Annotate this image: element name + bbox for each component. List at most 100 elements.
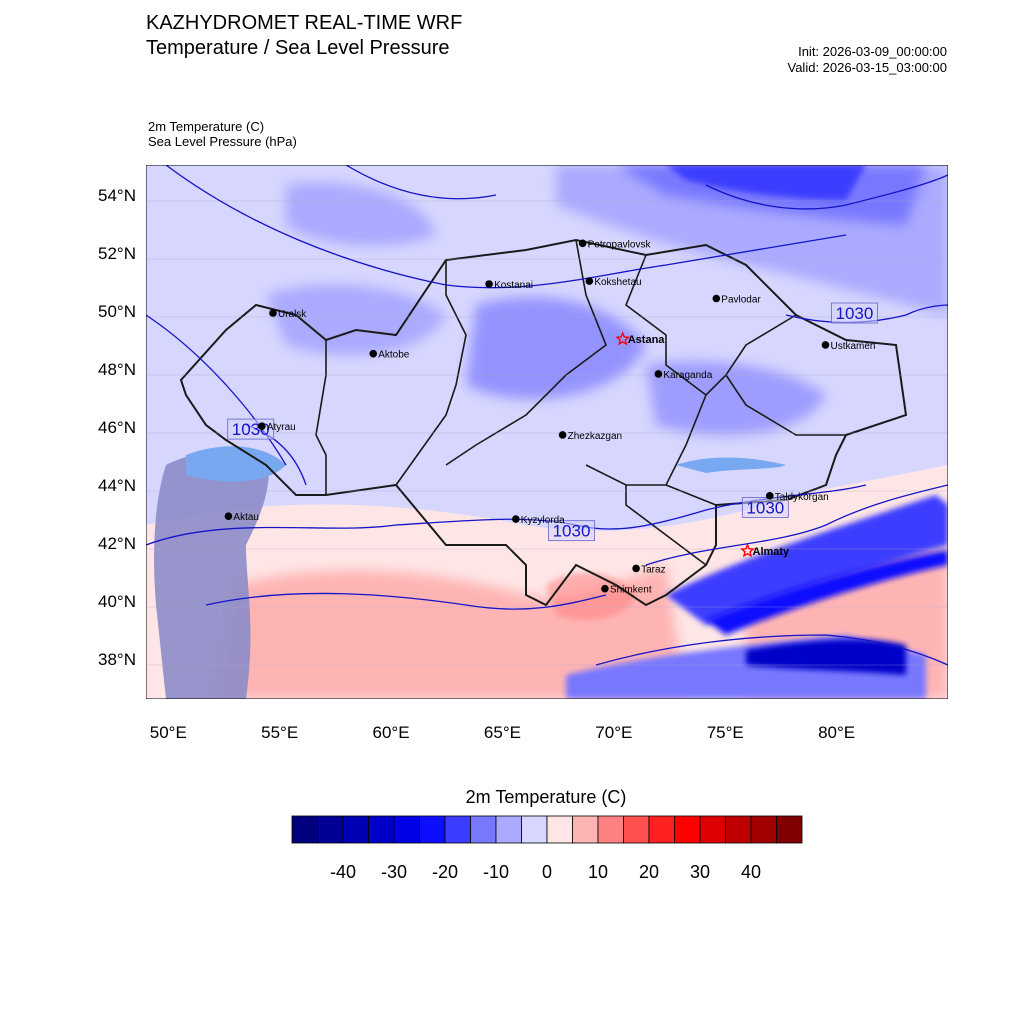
city-label: Astana: [628, 334, 666, 346]
city-dot-marker: [578, 239, 587, 248]
lat-tick-label: 44°N: [98, 476, 136, 496]
colorbar-swatch: [317, 815, 344, 844]
colorbar-swatch: [623, 815, 650, 844]
colorbar-tick-label: -10: [482, 862, 509, 882]
city-dot-marker: [512, 515, 520, 523]
map-plot: 1030 1030 1030 1030 Petropavlovsk Kostanai Ko…: [146, 165, 948, 699]
colorbar-swatch: [776, 815, 803, 844]
lon-tick-label: 55°E: [261, 723, 299, 742]
city-label: Atyrau: [267, 422, 296, 433]
colorbar-swatch: [291, 815, 318, 844]
city-label: Almaty: [753, 546, 791, 558]
cold-patch-east: [646, 361, 826, 435]
city-label: Kyzylorda: [521, 515, 565, 526]
isobar-label: 1030: [746, 498, 784, 517]
city-dot-marker: [585, 277, 594, 285]
colorbar-swatch: [393, 815, 420, 844]
colorbar-swatch: [342, 815, 369, 844]
city-label: Aktau: [233, 512, 259, 523]
colorbar-swatch: [470, 815, 497, 844]
lon-tick-label: 50°E: [149, 723, 187, 742]
city-label: Ustkamen: [830, 341, 875, 352]
isobar-label-box: [831, 302, 878, 324]
city-dot-marker: [269, 309, 277, 317]
colorbar-tick-label: 20: [638, 862, 660, 882]
city-dot-marker: [601, 584, 609, 593]
city-dot-marker: [485, 280, 493, 288]
colorbar-swatch: [368, 815, 395, 844]
city-label: Pavlodar: [721, 295, 761, 306]
lat-tick-label: 48°N: [98, 360, 136, 380]
colorbar-swatch: [546, 815, 573, 844]
colorbar-swatch: [699, 815, 726, 844]
lon-tick-label: 70°E: [595, 723, 633, 742]
colorbar-swatch: [597, 815, 624, 844]
pamir-coldest-zone: [746, 639, 906, 675]
colorbar-swatch: [750, 815, 777, 844]
colorbar-swatch: [419, 815, 446, 844]
lat-tick-label: 46°N: [98, 418, 136, 438]
colorbar-swatch: [648, 815, 675, 844]
lat-tick-label: 52°N: [98, 243, 136, 263]
city-label: Taldykorgan: [775, 492, 829, 503]
tianshan-cold-zone: [666, 495, 948, 625]
colorbar-swatch: [725, 815, 752, 844]
colorbar-tick-label: 10: [587, 862, 609, 882]
caspian-sea: [154, 449, 269, 699]
lon-tick-label: 65°E: [483, 723, 521, 742]
cold-patch-center: [466, 297, 646, 400]
lat-tick-label: 40°N: [98, 592, 136, 612]
city-dot-marker: [821, 341, 830, 349]
colorbar-swatch: [521, 815, 548, 844]
tianshan-coldest-zone: [706, 550, 948, 635]
north-caspian-shallow: [186, 446, 286, 482]
lat-tick-label: 50°N: [98, 302, 136, 321]
isobar-label: 1030: [836, 304, 874, 323]
city-label: Kostanai: [494, 280, 533, 291]
init-time: Init: 2026-03-09_00:00:00: [798, 44, 947, 59]
chart-subtitle: Temperature / Sea Level Pressure: [146, 37, 450, 59]
lat-tick-label: 38°N: [98, 650, 136, 670]
colorbar-swatch: [674, 815, 701, 844]
city-label: Shimkent: [610, 585, 652, 596]
colorbar-tick-label: -20: [431, 862, 458, 882]
lat-tick-label: 54°N: [98, 185, 136, 205]
cold-patch-north-west: [286, 182, 436, 246]
coldest-field-zone: [666, 165, 866, 200]
isobar-label: 1030: [232, 420, 270, 439]
city-dot-marker: [558, 431, 567, 439]
city-label: Uralsk: [278, 309, 307, 320]
city-label: Aktobe: [378, 350, 410, 361]
colorbar-title: 2m Temperature (C): [465, 787, 627, 807]
lake-balkhash: [676, 457, 786, 473]
lat-tick-label: 42°N: [98, 534, 136, 554]
isobar-label-box: [741, 497, 789, 518]
city-dot-marker: [712, 294, 721, 303]
city-dot-marker: [258, 422, 266, 430]
colorbar: [291, 815, 803, 844]
city-dot-marker: [632, 564, 640, 573]
isobar-label-box: [548, 520, 595, 542]
colorbar-tick-label: -40: [329, 862, 356, 882]
city-dot-marker: [369, 349, 378, 358]
city-label: Zhezkazgan: [568, 431, 622, 442]
colorbar-tick-label: 40: [740, 862, 762, 882]
city-label: Kokshetau: [594, 277, 641, 288]
city-markers: Petropavlovsk Kostanai Kokshetau Pavlodar Ur…: [224, 239, 875, 596]
pressure-variable-label: Sea Level Pressure (hPa): [148, 134, 297, 149]
temperature-variable-label: 2m Temperature (C): [148, 119, 265, 134]
lon-tick-label: 60°E: [372, 723, 410, 742]
colorbar-swatch: [495, 815, 522, 844]
lon-tick-label: 75°E: [706, 723, 744, 742]
capital-star-marker: [615, 331, 631, 346]
isobar-label: 1030: [553, 522, 591, 541]
city-label: Karaganda: [663, 370, 712, 381]
colorbar-swatch: [572, 815, 599, 844]
city-label: Petropavlovsk: [588, 239, 652, 250]
colorbar-swatch: [444, 815, 471, 844]
city-dot-marker: [224, 512, 233, 520]
lon-tick-label: 80°E: [818, 723, 856, 742]
chart-title: KAZHYDROMET REAL-TIME WRF: [146, 12, 463, 34]
city-dot-marker: [654, 370, 663, 378]
colorbar-tick-label: 0: [541, 862, 552, 882]
